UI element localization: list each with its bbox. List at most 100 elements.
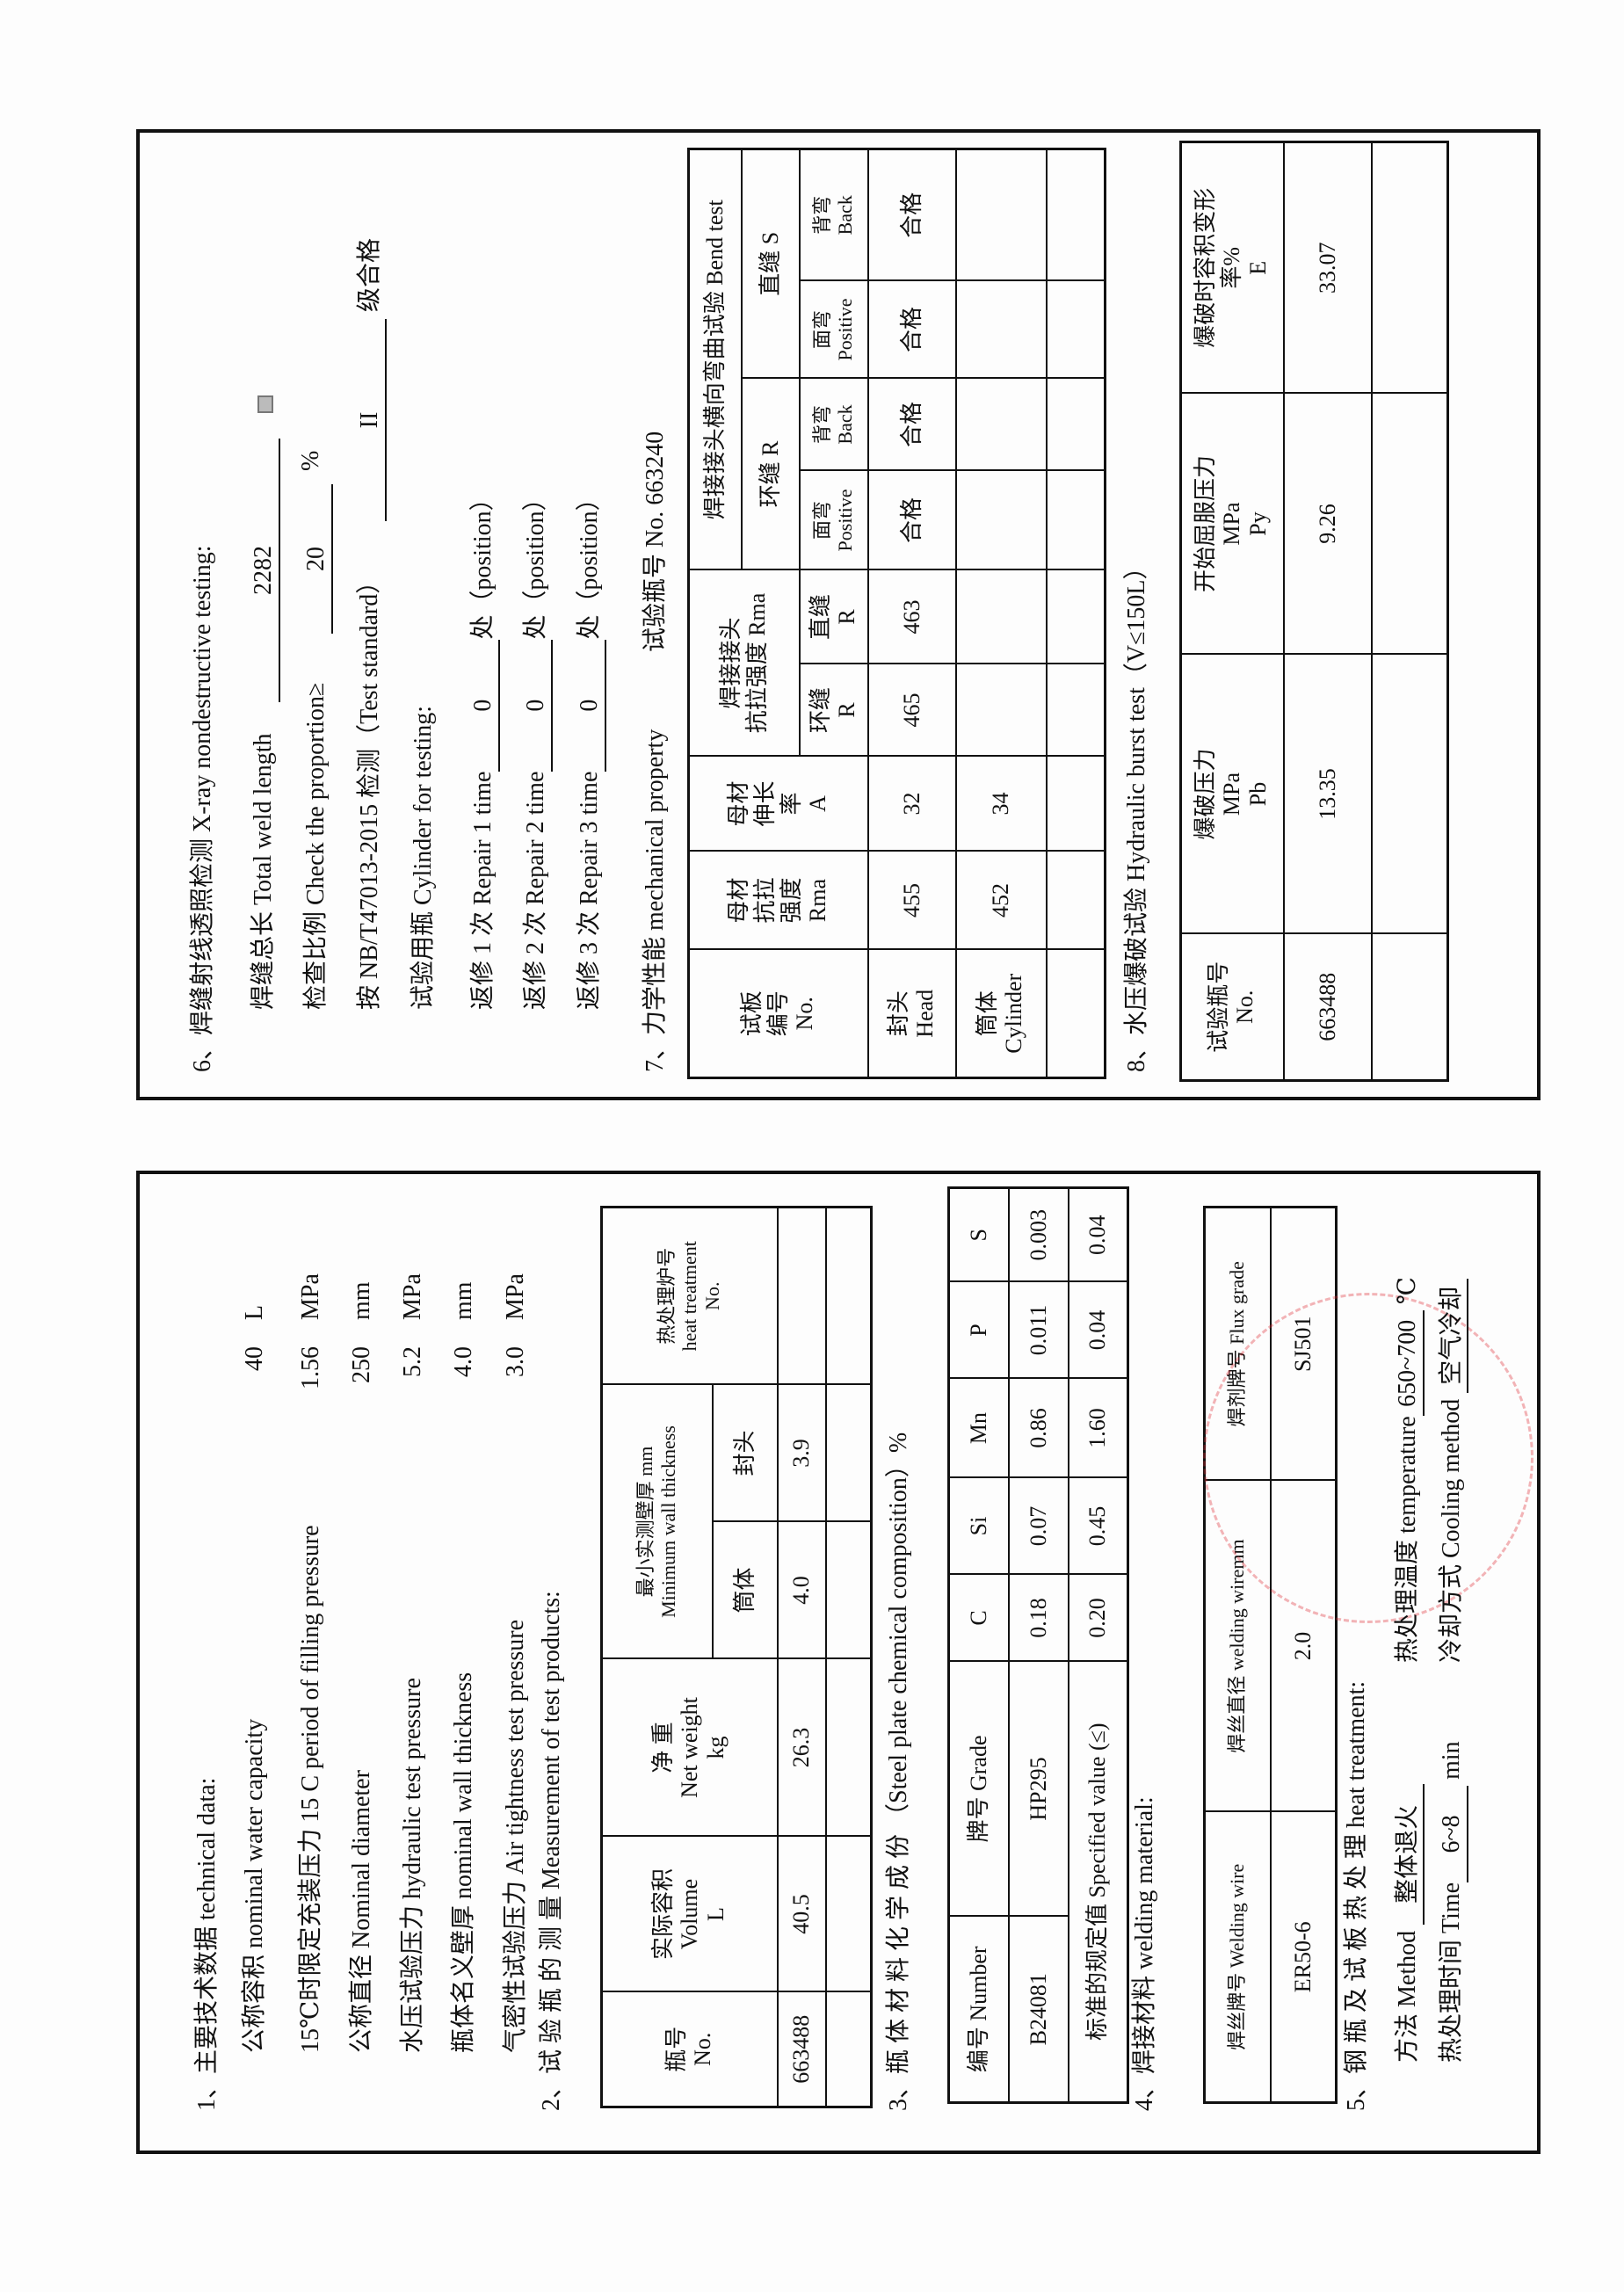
cell: 0.011: [1008, 1281, 1069, 1379]
header-positive: 面弯 Positive: [799, 280, 868, 379]
red-seal-stamp: [1203, 1293, 1533, 1623]
section-4-heading: 4、焊接材料 welding material:: [1131, 1796, 1158, 2111]
cylinder-label: 试验用瓶 Cylinder for testing:: [410, 705, 437, 1010]
report-panel-top: 6、焊缝射线透照检测 X-ray nondestructive testing:…: [136, 129, 1541, 1100]
table-row: [825, 1207, 872, 2107]
time-row: 热处理时间 Time6~8 min: [1437, 1741, 1468, 2063]
spec-label: 标准的规定值 Specified value (≤): [1068, 1661, 1128, 2103]
redaction-mark-icon: [257, 395, 273, 413]
tech-item-unit: MPa: [399, 1273, 426, 1320]
cell-bend: [1046, 280, 1106, 379]
section-7-test-no: 试验瓶号 No. 663240: [642, 431, 669, 652]
cell: 0.86: [1008, 1378, 1069, 1478]
section-5-heading: 5、钢 瓶 及 试 板 热 处 理 heat treatment:: [1343, 1680, 1370, 2111]
cell-bend: [955, 470, 1047, 570]
cell-pb: [1371, 654, 1448, 934]
cooling-label: 冷却方式 Cooling method: [1438, 1398, 1465, 1663]
cell: [825, 1384, 872, 1522]
header-head: 封头: [712, 1384, 778, 1522]
cell-bend: [955, 378, 1047, 471]
header-bend-long: 直缝 S: [741, 149, 800, 379]
header-weld-rm: 焊接接头 抗拉强度 Rma: [688, 569, 800, 757]
cell-bend: [955, 280, 1047, 379]
temperature-label: 热处理温度 temperature: [1394, 1416, 1421, 1663]
table-row: 封头 Head 455 32 465 463 合格 合格 合格 合格: [867, 149, 956, 1078]
cell-pb: 13.35: [1283, 654, 1372, 934]
cell-bend: [1046, 470, 1106, 570]
cell: 0.18: [1008, 1574, 1069, 1662]
cell-rm: 455: [867, 851, 956, 950]
cell-bend: [1046, 149, 1106, 281]
header-base-a: 母材 伸长 率 A: [688, 756, 868, 852]
repair-1-label: 返修 1 次 Repair 1 time: [469, 771, 497, 1010]
header-welding-wire: 焊丝牌号 Welding wire: [1204, 1811, 1271, 2103]
method-row: 方法 Method 整体退火: [1393, 1783, 1425, 2063]
cell-weld-circ: 465: [867, 664, 956, 757]
cell-bend: 合格: [867, 378, 956, 471]
section-2-heading: 2、试 验 瓶 的 测 量 Measurement of test produc…: [538, 1591, 565, 2111]
cell: 26.3: [777, 1658, 826, 1837]
tech-item-label: 水压试验压力 hydraulic test pressure: [399, 1678, 426, 2053]
cell-weld-long: 463: [867, 569, 956, 664]
header-p: P: [948, 1281, 1009, 1379]
header-bend-circ: 环缝 R: [741, 378, 800, 570]
header-base-rm: 母材 抗拉 强度 Rma: [688, 851, 868, 950]
repair-1-value: 0: [468, 639, 500, 772]
section-1-heading: 1、主要技术数据 technical data:: [193, 1777, 221, 2111]
repair-3-value: 0: [575, 639, 606, 772]
cell: B24081: [1008, 1916, 1069, 2103]
temperature-unit: ℃: [1394, 1276, 1421, 1305]
cell-py: [1371, 393, 1448, 655]
header-mn: Mn: [948, 1378, 1009, 1478]
report-panel-bottom: 1、主要技术数据 technical data: 公称容积 nominal wa…: [136, 1171, 1541, 2154]
repair-3-suffix: 处（position）: [576, 486, 603, 640]
proportion-value: 20: [301, 484, 333, 634]
spec-row: 标准的规定值 Specified value (≤) 0.20 0.45 1.60 0.…: [1068, 1187, 1128, 2103]
tech-item-value: 3.0: [502, 1346, 529, 1377]
cell: 0.07: [1008, 1477, 1069, 1575]
tech-item-label: 瓶体名义壁厚 nominal wall thickness: [450, 1672, 477, 2053]
cell-rm: 452: [955, 851, 1047, 950]
time-label: 热处理时间 Time: [1438, 1882, 1465, 2063]
header-si: Si: [948, 1477, 1009, 1575]
rotated-content-bottom: 1、主要技术数据 technical data: 公称容积 nominal wa…: [140, 1174, 1537, 2151]
tech-item-value: 4.0: [450, 1346, 477, 1377]
cooling-row: 冷却方式 Cooling method 空气冷却: [1437, 1278, 1468, 1663]
cell-py: 9.26: [1283, 393, 1372, 655]
header-no: 试验瓶号 No.: [1180, 933, 1284, 1081]
cooling-value: 空气冷却: [1437, 1278, 1468, 1393]
header-back: 背弯 Back: [799, 378, 868, 471]
repair-2-value: 0: [521, 639, 553, 772]
table-row: 663488 40.5 26.3 4.0 3.9: [777, 1207, 826, 2107]
rotated-content-top: 6、焊缝射线透照检测 X-ray nondestructive testing:…: [140, 133, 1537, 1097]
cell: HP295: [1008, 1661, 1069, 1917]
header-number: 编号 Number: [948, 1916, 1009, 2103]
tech-item-label: 15℃时限定充装压力 15 C period of filling pressu…: [297, 1525, 324, 2053]
cell-weld-circ: [1046, 664, 1106, 757]
cell: 1.60: [1068, 1378, 1128, 1478]
section-8-heading: 8、水压爆破试验 Hydraulic burst test（V≤150L）: [1123, 555, 1150, 1072]
cell: 0.04: [1068, 1187, 1128, 1282]
standard-suffix: 级合格: [356, 237, 383, 312]
cell-name: [1046, 949, 1106, 1078]
header-bend: 焊接接头横向弯曲试验 Bend test: [688, 149, 742, 570]
header-burst-pressure: 爆破压力 MPa Pb: [1180, 654, 1284, 934]
tech-item-unit: MPa: [502, 1273, 529, 1320]
cell: [777, 1207, 826, 1385]
repair-3-label: 返修 3 次 Repair 3 time: [576, 771, 603, 1010]
header-furnace: 热处理炉号 heat treatment No.: [601, 1207, 778, 1385]
cell: [825, 1521, 872, 1659]
tech-item-value: 5.2: [399, 1346, 426, 1377]
time-value: 6~8: [1437, 1785, 1468, 1882]
tech-item-value: 1.56: [297, 1346, 324, 1389]
repair-2-row: 返修 2 次 Repair 2 time0处（position）: [521, 486, 553, 1010]
header-weld-rm-long: 直缝 R: [799, 569, 868, 664]
weld-length-label: 焊缝总长 Total weld length: [250, 733, 277, 1010]
header-thickness: 最小实测壁厚 mm Minimum wall thickness: [601, 1384, 713, 1659]
header-c: C: [948, 1574, 1009, 1662]
table-row: [1046, 149, 1106, 1078]
repair-2-suffix: 处（position）: [522, 486, 549, 640]
section-3-heading: 3、瓶 体 材 料 化 学 成 份 （Steel plate chemical …: [885, 1432, 912, 2111]
repair-2-label: 返修 2 次 Repair 2 time: [522, 771, 549, 1010]
table-row: 筒体 Cylinder 452 34: [955, 149, 1047, 1078]
